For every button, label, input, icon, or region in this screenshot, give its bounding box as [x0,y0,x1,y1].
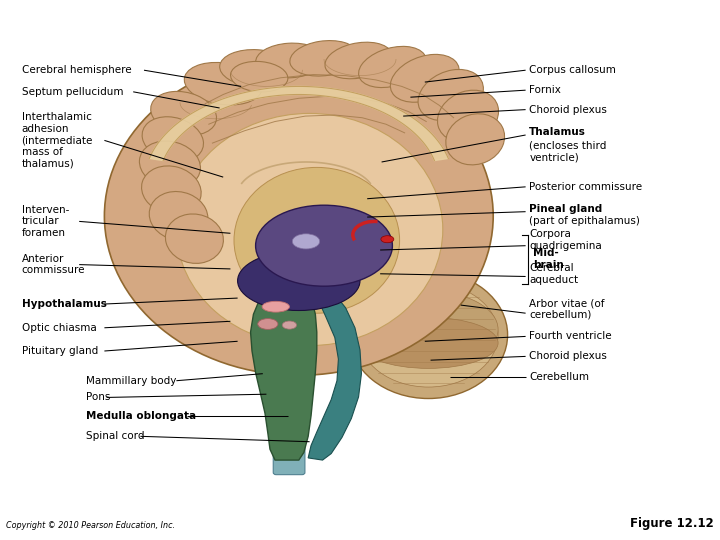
Ellipse shape [418,70,483,120]
Text: Hypothalamus: Hypothalamus [22,299,107,309]
Text: Mammillary body: Mammillary body [86,376,177,386]
Ellipse shape [220,50,292,86]
Text: Septum pellucidum: Septum pellucidum [22,87,123,97]
Text: Optic chiasma: Optic chiasma [22,323,96,333]
Ellipse shape [359,282,498,387]
Text: Cerebellum: Cerebellum [529,372,589,382]
Text: Mid-
brain: Mid- brain [533,248,564,270]
Polygon shape [284,251,353,286]
Text: Spinal cord: Spinal cord [86,431,145,441]
Ellipse shape [256,43,325,78]
Ellipse shape [230,62,288,92]
Ellipse shape [290,40,358,76]
Text: Cerebral hemisphere: Cerebral hemisphere [22,65,131,75]
Ellipse shape [390,55,459,102]
PathPatch shape [251,282,317,460]
Text: Pineal gland: Pineal gland [529,204,603,214]
Ellipse shape [150,91,217,136]
Ellipse shape [359,291,498,368]
Ellipse shape [142,166,201,214]
Text: Copyright © 2010 Pearson Education, Inc.: Copyright © 2010 Pearson Education, Inc. [6,521,175,530]
Ellipse shape [184,63,262,105]
Text: (encloses third
ventricle): (encloses third ventricle) [529,140,606,162]
Text: Choroid plexus: Choroid plexus [529,105,607,114]
Ellipse shape [381,235,394,242]
Ellipse shape [349,271,508,399]
Ellipse shape [438,90,498,142]
Ellipse shape [262,301,289,312]
Polygon shape [149,86,449,160]
Text: Posterior commissure: Posterior commissure [529,182,642,192]
Text: Anterior
commissure: Anterior commissure [22,254,85,275]
Text: Arbor vitae (of
cerebellum): Arbor vitae (of cerebellum) [529,298,605,320]
Ellipse shape [256,205,392,286]
Text: Thalamus: Thalamus [529,127,586,137]
FancyBboxPatch shape [273,438,305,475]
Ellipse shape [292,234,320,249]
Ellipse shape [325,42,392,79]
Text: Pituitary gland: Pituitary gland [22,346,98,356]
Text: (part of epithalamus): (part of epithalamus) [529,217,640,226]
Ellipse shape [359,46,426,87]
Text: Fornix: Fornix [529,85,561,95]
Text: Medulla oblongata: Medulla oblongata [86,411,197,421]
Text: Interven-
tricular
foramen: Interven- tricular foramen [22,205,69,238]
Text: Figure 12.12: Figure 12.12 [631,517,714,530]
Ellipse shape [282,321,297,329]
Text: Fourth ventricle: Fourth ventricle [529,332,612,341]
Ellipse shape [142,117,204,162]
Text: Corpora
quadrigemina: Corpora quadrigemina [529,229,602,251]
Ellipse shape [140,141,200,188]
Ellipse shape [104,57,493,375]
Ellipse shape [359,318,498,368]
Text: Corpus callosum: Corpus callosum [529,65,616,75]
Ellipse shape [166,214,223,264]
Ellipse shape [446,114,505,165]
Ellipse shape [149,192,208,240]
Ellipse shape [258,319,278,329]
Text: Pons: Pons [86,393,111,402]
Text: Cerebral
aqueduct: Cerebral aqueduct [529,263,578,285]
PathPatch shape [308,282,361,460]
Text: Interthalamic
adhesion
(intermediate
mass of
thalamus): Interthalamic adhesion (intermediate mas… [22,112,93,168]
Ellipse shape [234,167,400,313]
Text: Choroid plexus: Choroid plexus [529,352,607,361]
Ellipse shape [238,251,360,310]
Ellipse shape [176,113,443,346]
